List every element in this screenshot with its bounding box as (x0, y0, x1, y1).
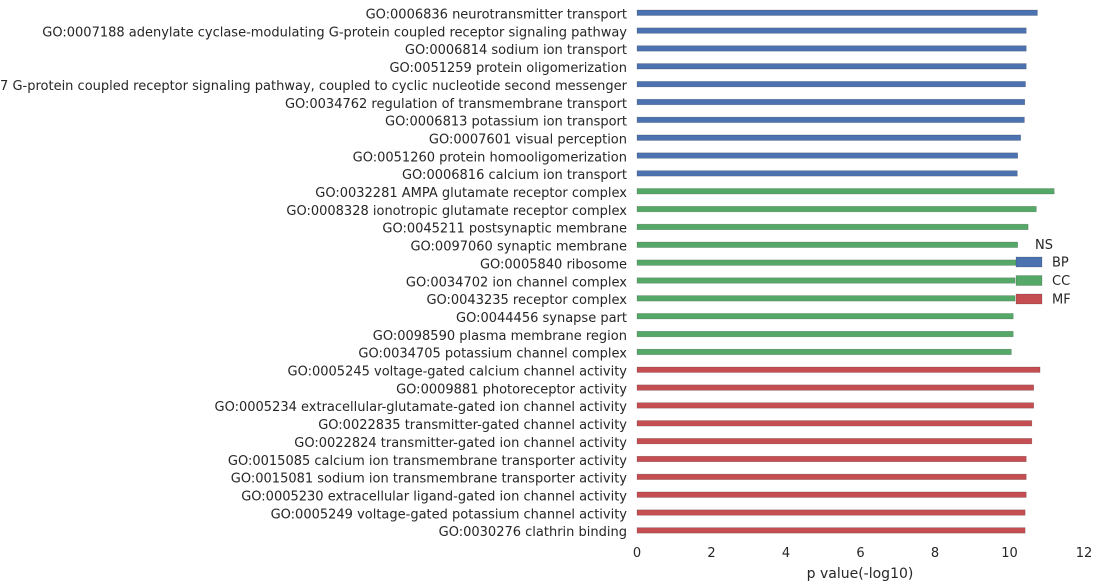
bar-mf (636, 438, 1033, 445)
y-tick-label: GO:0032281 AMPA glutamate receptor compl… (315, 186, 627, 201)
x-tick-labels: 0 2 4 6 8 10 12 (633, 546, 1092, 561)
bar-mf (636, 402, 1035, 409)
y-tick-label: GO:0015081 sodium ion transmembrane tran… (231, 472, 627, 487)
y-tick-label: GO:0051260 protein homooligomerization (353, 150, 627, 165)
y-tick-label: GO:0034702 ion channel complex (406, 275, 627, 290)
bar-bp (636, 98, 1026, 106)
x-tick-label: 2 (707, 546, 715, 561)
legend-swatch-mf (1015, 293, 1043, 305)
y-tick-label: GO:0007601 visual perception (429, 132, 627, 147)
y-tick-label: GO:0022824 transmitter-gated ion channel… (294, 436, 627, 451)
bars-group (636, 9, 1055, 534)
y-tick-label: GO:0015085 calcium ion transmembrane tra… (228, 454, 627, 469)
y-tick-label: GO:0005230 extracellular ligand-gated io… (241, 489, 627, 504)
bar-bp (636, 9, 1038, 16)
legend-entries: BP CC MF (1015, 256, 1071, 308)
y-tick-label: GO:0007188 adenylate cyclase-modulating … (42, 25, 627, 40)
legend-label-bp: BP (1052, 256, 1069, 271)
legend: NS BP CC MF (1015, 238, 1071, 308)
bar-bp (636, 170, 1018, 177)
bar-cc (636, 277, 1016, 284)
bar-mf (636, 455, 1027, 463)
bar-bp (636, 134, 1021, 141)
bar-mf (636, 473, 1027, 480)
bar-cc (636, 348, 1012, 355)
legend-label-mf: MF (1052, 293, 1071, 308)
legend-swatch-cc (1015, 275, 1043, 286)
y-tick-label: GO:0044456 synapse part (456, 311, 627, 326)
bar-mf (636, 384, 1035, 391)
bar-bp (636, 81, 1026, 88)
bar-bp (636, 152, 1018, 159)
bar-cc (636, 259, 1018, 266)
legend-label-cc: CC (1052, 274, 1070, 289)
bar-cc (636, 241, 1018, 248)
bar-bp (636, 116, 1025, 123)
y-tick-label: GO:0043235 receptor complex (426, 293, 627, 308)
legend-swatch-bp (1015, 256, 1043, 268)
bar-mf (636, 527, 1026, 534)
y-tick-label: GO:0008328 ionotropic glutamate receptor… (286, 204, 627, 219)
x-axis-label: p value(-log10) (807, 566, 914, 582)
bar-cc (636, 223, 1029, 230)
bar-mf (636, 366, 1041, 373)
y-tick-label: GO:0009881 photoreceptor activity (396, 382, 627, 397)
y-tick-label: GO:0005234 extracellular-glutamate-gated… (215, 400, 628, 415)
bar-cc (636, 206, 1037, 213)
bar-cc (636, 295, 1016, 302)
y-tick-label: GO:0006814 sodium ion transport (405, 43, 627, 58)
bar-mf (636, 491, 1027, 498)
y-tick-label: GO:0034762 regulation of transmembrane t… (285, 97, 627, 112)
y-tick-label: GO:0051259 protein oligomerization (389, 61, 627, 76)
y-tick-labels: GO:0006836 neurotransmitter transport GO:… (0, 8, 628, 541)
x-tick-label: 12 (1076, 546, 1093, 561)
bar-cc (636, 330, 1014, 338)
x-tick-label: 4 (782, 546, 790, 561)
y-tick-label: GO:0006836 neurotransmitter transport (366, 8, 627, 23)
y-tick-label: GO:0030276 clathrin binding (439, 525, 627, 540)
x-tick-label: 6 (856, 546, 864, 561)
y-tick-label: GO:0045211 postsynaptic membrane (382, 222, 627, 237)
y-tick-label: GO:0022835 transmitter-gated channel act… (318, 418, 627, 433)
bar-cc (636, 313, 1014, 320)
y-tick-label: GO:0097060 synaptic membrane (410, 240, 627, 255)
x-tick-label: 10 (1001, 546, 1018, 561)
bar-mf (636, 420, 1033, 427)
y-tick-label: GO:0006816 calcium ion transport (402, 168, 627, 183)
x-tick-label: 8 (931, 546, 939, 561)
y-tick-label: GO:0006813 potassium ion transport (385, 115, 627, 130)
bar-mf (636, 509, 1026, 516)
y-tick-label: GO:0034705 potassium channel complex (358, 347, 627, 362)
bar-bp (636, 27, 1027, 34)
legend-title: NS (1035, 238, 1053, 253)
y-tick-label: GO:0005245 voltage-gated calcium channel… (288, 365, 628, 380)
bar-cc (636, 188, 1055, 195)
y-tick-label: GO:0005249 voltage-gated potassium chann… (271, 507, 628, 522)
bar-bp (636, 45, 1027, 52)
bar-bp (636, 63, 1027, 70)
y-tick-label: GO:0007187 G-protein coupled receptor si… (0, 79, 628, 94)
y-tick-label: GO:0098590 plasma membrane region (373, 329, 627, 344)
x-tick-label: 0 (633, 546, 641, 561)
y-tick-label: GO:0005840 ribosome (480, 257, 627, 272)
